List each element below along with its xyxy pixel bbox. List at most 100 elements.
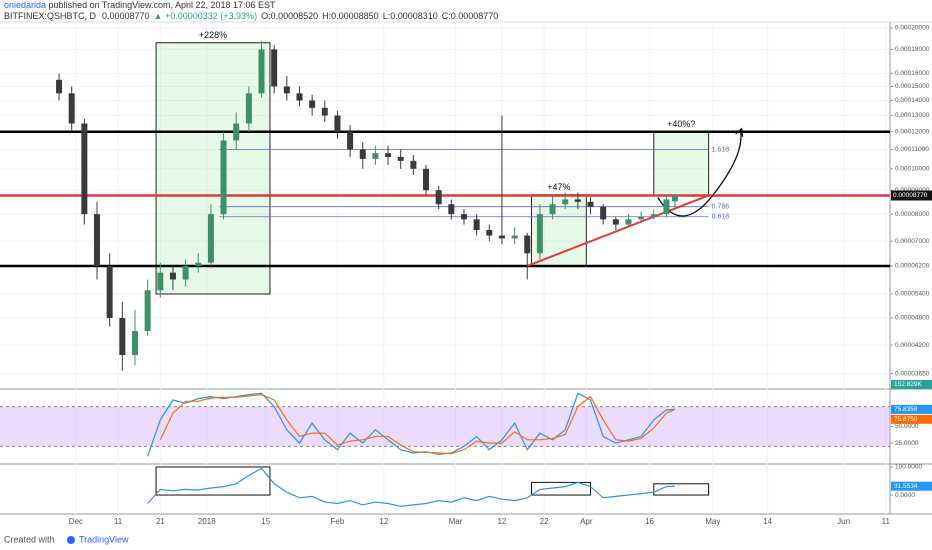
- candle-body: [245, 93, 252, 124]
- y-tick-label: 0.00005400: [895, 291, 930, 298]
- change: ▲ +0.00000332 (+3.93%): [154, 11, 257, 21]
- candle-body: [195, 262, 202, 266]
- candle-body: [119, 317, 126, 355]
- osc-line: [147, 467, 675, 507]
- x-tick-label: Apr: [580, 517, 593, 526]
- x-tick-label: 11: [882, 517, 891, 526]
- y-tick-label: 0.00012000: [895, 129, 930, 136]
- y-tick-label: 0.00010000: [895, 166, 930, 173]
- open: O:0.00008520: [261, 11, 318, 21]
- y-tick-label: 100.0000: [895, 464, 922, 471]
- fib-label: 0.618: [712, 214, 730, 221]
- trend-line: [526, 194, 709, 267]
- low: L:0.00008310: [383, 11, 438, 21]
- candle-body: [233, 123, 240, 141]
- y-tick-label: 0.00004800: [895, 315, 930, 322]
- candle-body: [536, 214, 543, 254]
- candle-body: [562, 199, 569, 205]
- candle-body: [625, 219, 632, 225]
- candle-body: [385, 153, 392, 157]
- candle-body: [498, 235, 505, 239]
- x-tick-label: 15: [261, 517, 270, 526]
- y-tick-label: 0.00003650: [895, 370, 930, 377]
- osc-value-bg: [891, 481, 932, 491]
- candle-body: [81, 123, 88, 215]
- candle-body: [574, 199, 581, 202]
- brand-icon: [67, 536, 75, 544]
- author[interactable]: oniedarida: [4, 0, 46, 10]
- candle-body: [612, 219, 619, 225]
- stoch-band: [0, 406, 890, 447]
- arrow-head: [735, 127, 744, 137]
- box-label: +228%: [199, 30, 227, 40]
- x-tick-label: 21: [156, 517, 165, 526]
- price-label: 0.00008770: [893, 192, 928, 199]
- stoch-value: 75.8750: [894, 416, 918, 423]
- candle-body: [448, 204, 455, 215]
- candle-body: [524, 235, 531, 254]
- candle-body: [258, 49, 265, 94]
- candle-body: [397, 156, 404, 161]
- y-tick-label: 0.00006200: [895, 263, 930, 270]
- box-label: +40%?: [667, 119, 695, 129]
- candle-body: [511, 235, 518, 239]
- high: H:0.00008850: [322, 11, 379, 21]
- y-tick-label: 0.00007000: [895, 238, 930, 245]
- candle-body: [271, 49, 278, 87]
- footer-brand[interactable]: TradingView: [79, 534, 129, 544]
- candle-body: [106, 265, 113, 318]
- candle-body: [600, 206, 607, 220]
- candle-body: [410, 160, 417, 169]
- candle-body: [460, 214, 467, 220]
- candle-body: [435, 190, 442, 205]
- box-label: +47%: [547, 182, 570, 192]
- candle-body: [283, 86, 290, 94]
- x-tick-label: 16: [645, 517, 654, 526]
- candle-body: [182, 265, 189, 280]
- candle-body: [473, 219, 480, 230]
- candle-body: [638, 216, 645, 220]
- candle-body: [359, 149, 366, 159]
- stoch-line: [147, 392, 675, 457]
- fib-label: 0.786: [712, 204, 730, 211]
- stoch-line: [159, 393, 676, 455]
- symbol-line: BITFINEX:QSHBTC, D 0.00008770 ▲ +0.0000033…: [4, 11, 498, 21]
- candle-body: [309, 100, 316, 108]
- y-tick-label: 0.00008000: [895, 211, 930, 218]
- y-tick-label: 25.0000: [895, 440, 919, 447]
- fib-label: 1.618: [712, 146, 730, 153]
- y-tick-label: 0.00018000: [895, 46, 930, 53]
- symbol: BITFINEX:QSHBTC, D: [4, 11, 97, 21]
- candle-body: [144, 290, 151, 332]
- x-tick-label: Mar: [449, 517, 463, 526]
- projection-box: [653, 131, 710, 196]
- publish-line: oniedarida published on TradingView.com,…: [4, 0, 276, 10]
- y-tick-label: 0.00011000: [895, 146, 929, 153]
- x-tick-label: May: [705, 517, 720, 526]
- stoch-value-bg: [891, 414, 932, 424]
- candle-body: [94, 214, 101, 266]
- candle-body: [68, 93, 75, 124]
- volume-label: 152.829K: [894, 381, 922, 388]
- x-tick-label: 14: [763, 517, 772, 526]
- candle-body: [321, 107, 328, 116]
- x-tick-label: Jun: [837, 517, 850, 526]
- y-tick-label: 0.00004200: [895, 342, 930, 349]
- candle-body: [56, 79, 63, 94]
- stoch-value-bg: [891, 404, 932, 414]
- y-tick-label: 0.00016000: [895, 70, 930, 77]
- close: C:0.00008770: [442, 11, 499, 21]
- y-tick-label: 0.00015000: [895, 83, 930, 90]
- candle-body: [671, 195, 678, 202]
- candle-body: [334, 115, 341, 132]
- y-tick-label: 0.00020000: [895, 25, 930, 32]
- y-tick-label: 0.0000: [895, 492, 915, 499]
- price-label-bg: [891, 190, 932, 201]
- candle-body: [220, 140, 227, 215]
- x-tick-label: Dec: [69, 517, 83, 526]
- osc-box: [653, 483, 710, 496]
- candle-body: [587, 201, 594, 207]
- y-tick-label: 0.00014000: [895, 97, 930, 104]
